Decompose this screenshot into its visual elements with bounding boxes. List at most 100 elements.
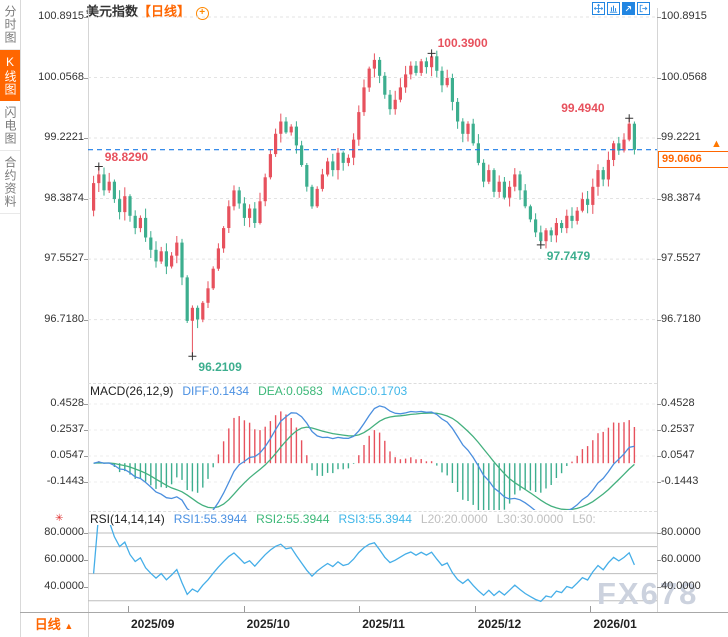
macd-axis-label-right: 0.2537: [661, 423, 695, 435]
sidebar-tab-time-chart[interactable]: 分时图: [0, 0, 20, 50]
sidebar: 分时图 K线图 闪电图 合约资料: [0, 0, 21, 637]
price-axis-label-left: 100.8915: [38, 10, 84, 22]
macd-axis-label-right: 0.4528: [661, 397, 695, 409]
indicator-settings-icon[interactable]: ✳: [55, 513, 64, 524]
axis-tick: [84, 456, 88, 457]
plot-left-border: [88, 8, 89, 612]
price-axis-label-right: 98.3874: [661, 191, 701, 204]
rsi-axis-label-right: 80.0000: [661, 526, 701, 538]
axis-tick: [657, 456, 661, 457]
axis-tick: [657, 319, 661, 321]
axis-tick: [84, 533, 88, 534]
macd-axis-label-left: 0.0547: [50, 449, 84, 461]
plot-right-border: [657, 8, 658, 612]
macd-axis-label-right: -0.1443: [661, 475, 699, 487]
axis-tick: [84, 482, 88, 483]
price-annotation: 99.4940: [561, 101, 605, 116]
x-axis-tick: [474, 606, 476, 612]
axis-tick: [657, 77, 661, 79]
price-axis-label-right: 97.5527: [661, 252, 701, 265]
macd-chart-canvas[interactable]: [88, 398, 657, 519]
rsi3-value: RSI3:55.3944: [338, 512, 412, 526]
axis-tick: [657, 430, 661, 431]
symbol-name: 美元指数: [86, 4, 139, 19]
macd-dea-value: DEA:0.0583: [258, 384, 323, 398]
price-annotation: 100.3900: [437, 36, 488, 51]
rsi-axis-label-left: 40.0000: [44, 580, 84, 593]
x-axis-tick: [359, 606, 361, 612]
axis-tick: [84, 319, 88, 321]
rsi-axis-label-right: 40.0000: [661, 580, 701, 593]
axis-tick: [84, 560, 88, 562]
rsi-axis-label-left: 60.0000: [44, 553, 84, 566]
add-indicator-icon[interactable]: +: [195, 7, 209, 20]
rsi-l30-value: L30:30.0000: [496, 512, 564, 526]
sidebar-tab-contract-info[interactable]: 合约资料: [0, 151, 20, 214]
crosshair-tool-icon[interactable]: [592, 2, 605, 15]
axis-tick: [84, 404, 88, 405]
macd-axis-label-left: 0.4528: [50, 397, 84, 409]
period-selector-label: 日线: [34, 617, 61, 632]
price-axis-label-left: 100.0568: [38, 70, 84, 83]
watermark: FX678: [597, 576, 699, 611]
axis-tick: [657, 138, 661, 140]
price-annotation: 96.2109: [198, 360, 242, 375]
macd-axis-label-left: 0.2537: [50, 423, 84, 435]
x-axis-tick: [128, 606, 129, 612]
dropdown-arrow-icon: ▲: [64, 621, 74, 631]
zoom-in-icon[interactable]: [622, 2, 635, 15]
axis-tick: [84, 77, 88, 79]
price-annotation: 98.8290: [104, 149, 149, 164]
axis-tick: [84, 198, 88, 200]
axis-tick: [657, 587, 661, 589]
axis-tick: [657, 404, 661, 405]
axis-tick: [84, 259, 88, 261]
rsi-name: RSI(14,14,14): [90, 512, 165, 526]
price-up-arrow-icon: ▲: [711, 138, 722, 150]
x-axis-tick: [243, 606, 245, 612]
macd-macd-value: MACD:0.1703: [331, 384, 408, 398]
x-axis-month-label: 2025/10: [246, 617, 290, 631]
macd-rsi-separator: [88, 511, 657, 512]
macd-diff-value: DIFF:0.1434: [182, 384, 250, 398]
price-chart-canvas[interactable]: [88, 8, 657, 387]
sidebar-tab-lightning-chart[interactable]: 闪电图: [0, 101, 20, 151]
rsi-axis-label-left: 80.0000: [44, 526, 84, 538]
macd-axis-label-left: -0.1443: [46, 475, 84, 487]
x-axis-month-label: 2025/09: [131, 617, 175, 631]
axis-tick: [657, 533, 661, 534]
period-tag: 【日线】: [138, 4, 191, 19]
x-axis-month-label: 2025/11: [362, 617, 405, 631]
axis-tick: [657, 482, 661, 483]
macd-name: MACD(26,12,9): [90, 384, 174, 398]
price-axis-label-left: 98.3874: [44, 191, 84, 204]
price-axis-label-right: 99.2221: [661, 131, 701, 144]
price-axis-label-right: 100.8915: [661, 10, 707, 22]
price-axis-label-right: 96.7180: [661, 312, 701, 325]
candle-fit-icon[interactable]: [607, 2, 620, 15]
sidebar-tab-kline-chart[interactable]: K线图: [0, 50, 20, 101]
price-axis-label-left: 96.7180: [44, 312, 84, 325]
price-axis-label-left: 99.2221: [44, 131, 84, 144]
price-axis-label-left: 97.5527: [44, 252, 84, 265]
axis-tick: [657, 560, 661, 562]
chart-toolbar: [592, 2, 650, 15]
period-selector[interactable]: 日线 ▲: [20, 613, 89, 637]
rsi-header: RSI(14,14,14) RSI1:55.3944 RSI2:55.3944 …: [90, 512, 726, 526]
price-macd-separator: [88, 383, 657, 384]
exit-chart-icon[interactable]: [637, 2, 650, 15]
rsi-l50-value: L50:: [572, 512, 596, 526]
x-axis-tick: [590, 606, 592, 612]
x-axis-line: [20, 612, 728, 613]
rsi1-value: RSI1:55.3944: [173, 512, 248, 526]
price-axis-label-right: 100.0568: [661, 70, 707, 83]
x-axis-month-label: 2026/01: [593, 617, 637, 631]
rsi-chart-canvas[interactable]: [88, 510, 657, 617]
axis-tick: [84, 17, 88, 18]
rsi-axis-label-right: 60.0000: [661, 553, 701, 566]
rsi-l20-value: L20:20.0000: [420, 512, 488, 526]
chart-title: 美元指数【日线】 +: [86, 1, 209, 20]
macd-axis-label-right: 0.0547: [661, 449, 695, 461]
macd-header: MACD(26,12,9) DIFF:0.1434 DEA:0.0583 MAC…: [90, 384, 720, 398]
